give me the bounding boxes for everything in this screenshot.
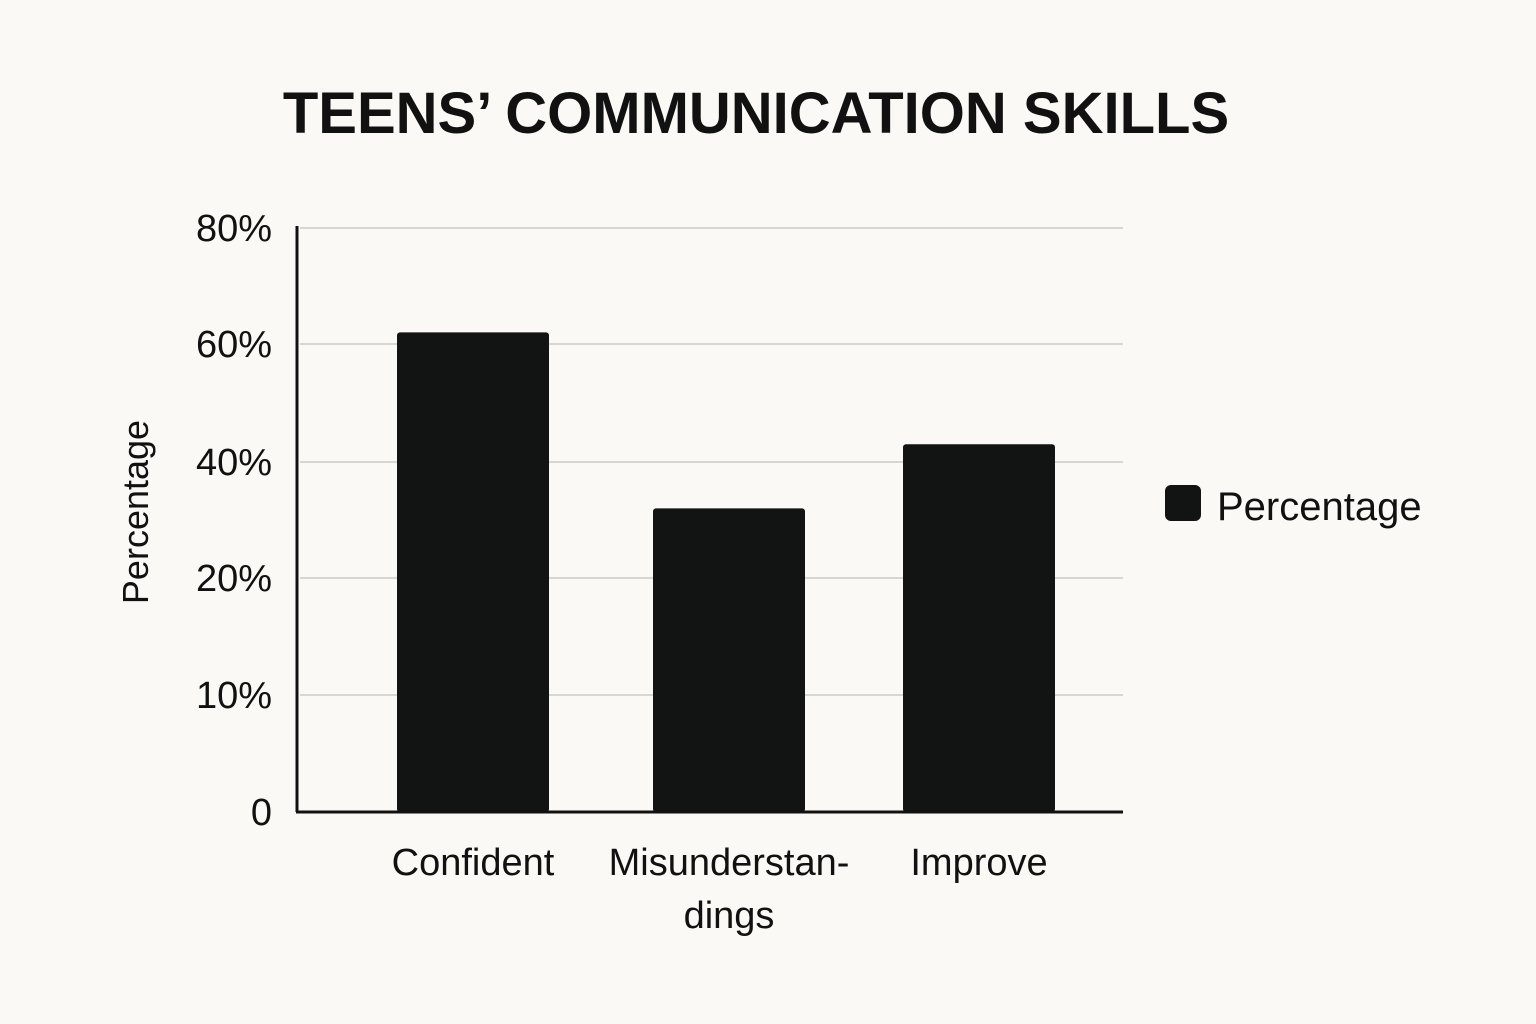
- y-tick-label: 20%: [196, 558, 272, 600]
- y-tick-label: 0: [251, 792, 272, 834]
- chart-title: TEENS’ COMMUNICATION SKILLS: [283, 81, 1229, 146]
- x-tick-label: Misunderstan-dings: [609, 842, 850, 937]
- y-tick-label: 40%: [196, 442, 272, 484]
- x-tick-label: Improve: [910, 842, 1047, 884]
- legend-label: Percentage: [1217, 485, 1422, 529]
- x-tick-label: Confident: [392, 842, 555, 884]
- bar: [903, 444, 1055, 812]
- y-tick-label: 10%: [196, 675, 272, 717]
- legend: Percentage: [1165, 485, 1422, 529]
- bar: [653, 508, 805, 812]
- x-tick-labels: Confident Misunderstan-dings Improve: [392, 842, 1048, 937]
- y-tick-label: 80%: [196, 208, 272, 250]
- legend-swatch: [1165, 485, 1201, 521]
- y-axis-label: Percentage: [115, 420, 156, 604]
- y-tick-label: 60%: [196, 324, 272, 366]
- y-tick-labels: 0 10% 20% 40% 60% 80%: [196, 208, 272, 834]
- bars: [397, 332, 1055, 812]
- bar: [397, 332, 549, 812]
